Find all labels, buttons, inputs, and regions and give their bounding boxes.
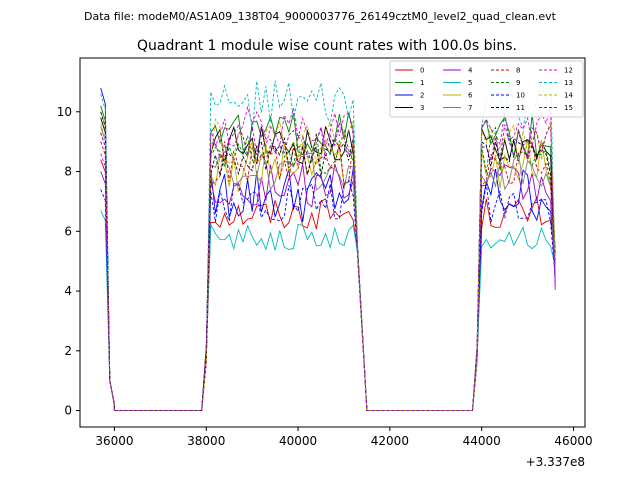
y-tick-label: 6 — [64, 224, 72, 238]
suptitle: Data file: modeM0/AS1A09_138T04_90000037… — [84, 10, 557, 23]
legend-label-0: 0 — [420, 67, 424, 75]
x-tick-label: 42000 — [371, 434, 409, 448]
series-line-3 — [100, 117, 556, 412]
legend-label-10: 10 — [516, 92, 525, 100]
series-layer — [100, 80, 556, 412]
legend-label-15: 15 — [564, 104, 573, 112]
legend-label-13: 13 — [564, 79, 573, 87]
series-line-12 — [100, 105, 556, 412]
legend-box — [389, 60, 584, 118]
series-line-2 — [100, 87, 556, 412]
series-line-15 — [100, 122, 556, 412]
series-line-11 — [100, 111, 556, 412]
series-line-9 — [100, 126, 556, 412]
legend-label-2: 2 — [420, 92, 424, 100]
series-line-7 — [100, 126, 556, 412]
legend-label-5: 5 — [468, 79, 472, 87]
plot-frame — [79, 57, 586, 428]
legend-label-7: 7 — [468, 104, 472, 112]
legend-label-12: 12 — [564, 67, 573, 75]
legend-label-8: 8 — [516, 67, 520, 75]
legend-label-6: 6 — [468, 92, 473, 100]
series-line-14 — [100, 117, 556, 412]
series-line-6 — [100, 111, 556, 412]
y-tick-label: 2 — [64, 344, 72, 358]
y-tick-label: 10 — [57, 105, 72, 119]
x-tick-label: 38000 — [187, 434, 225, 448]
x-tick-label: 46000 — [554, 434, 592, 448]
series-line-13 — [100, 80, 556, 412]
legend-label-1: 1 — [420, 79, 424, 87]
series-line-5 — [100, 210, 556, 412]
x-tick-label: 40000 — [279, 434, 317, 448]
x-axis: 36000 38000 40000 42000 44000 46000 — [95, 427, 593, 448]
y-tick-label: 8 — [64, 165, 72, 179]
y-tick-label: 0 — [64, 404, 72, 418]
series-line-1 — [100, 105, 556, 412]
y-axis: 0 2 4 6 8 10 — [57, 105, 80, 418]
y-tick-label: 4 — [64, 284, 72, 298]
x-offset-label: +3.337e8 — [526, 455, 585, 469]
x-tick-label: 36000 — [95, 434, 133, 448]
x-tick-label: 44000 — [463, 434, 501, 448]
series-line-10 — [100, 179, 556, 412]
chart-title: Quadrant 1 module wise count rates with … — [137, 38, 517, 54]
legend-label-11: 11 — [516, 104, 525, 112]
legend-label-14: 14 — [564, 92, 573, 100]
legend-label-9: 9 — [516, 79, 520, 87]
legend-label-3: 3 — [420, 104, 424, 112]
legend-label-4: 4 — [468, 67, 473, 75]
